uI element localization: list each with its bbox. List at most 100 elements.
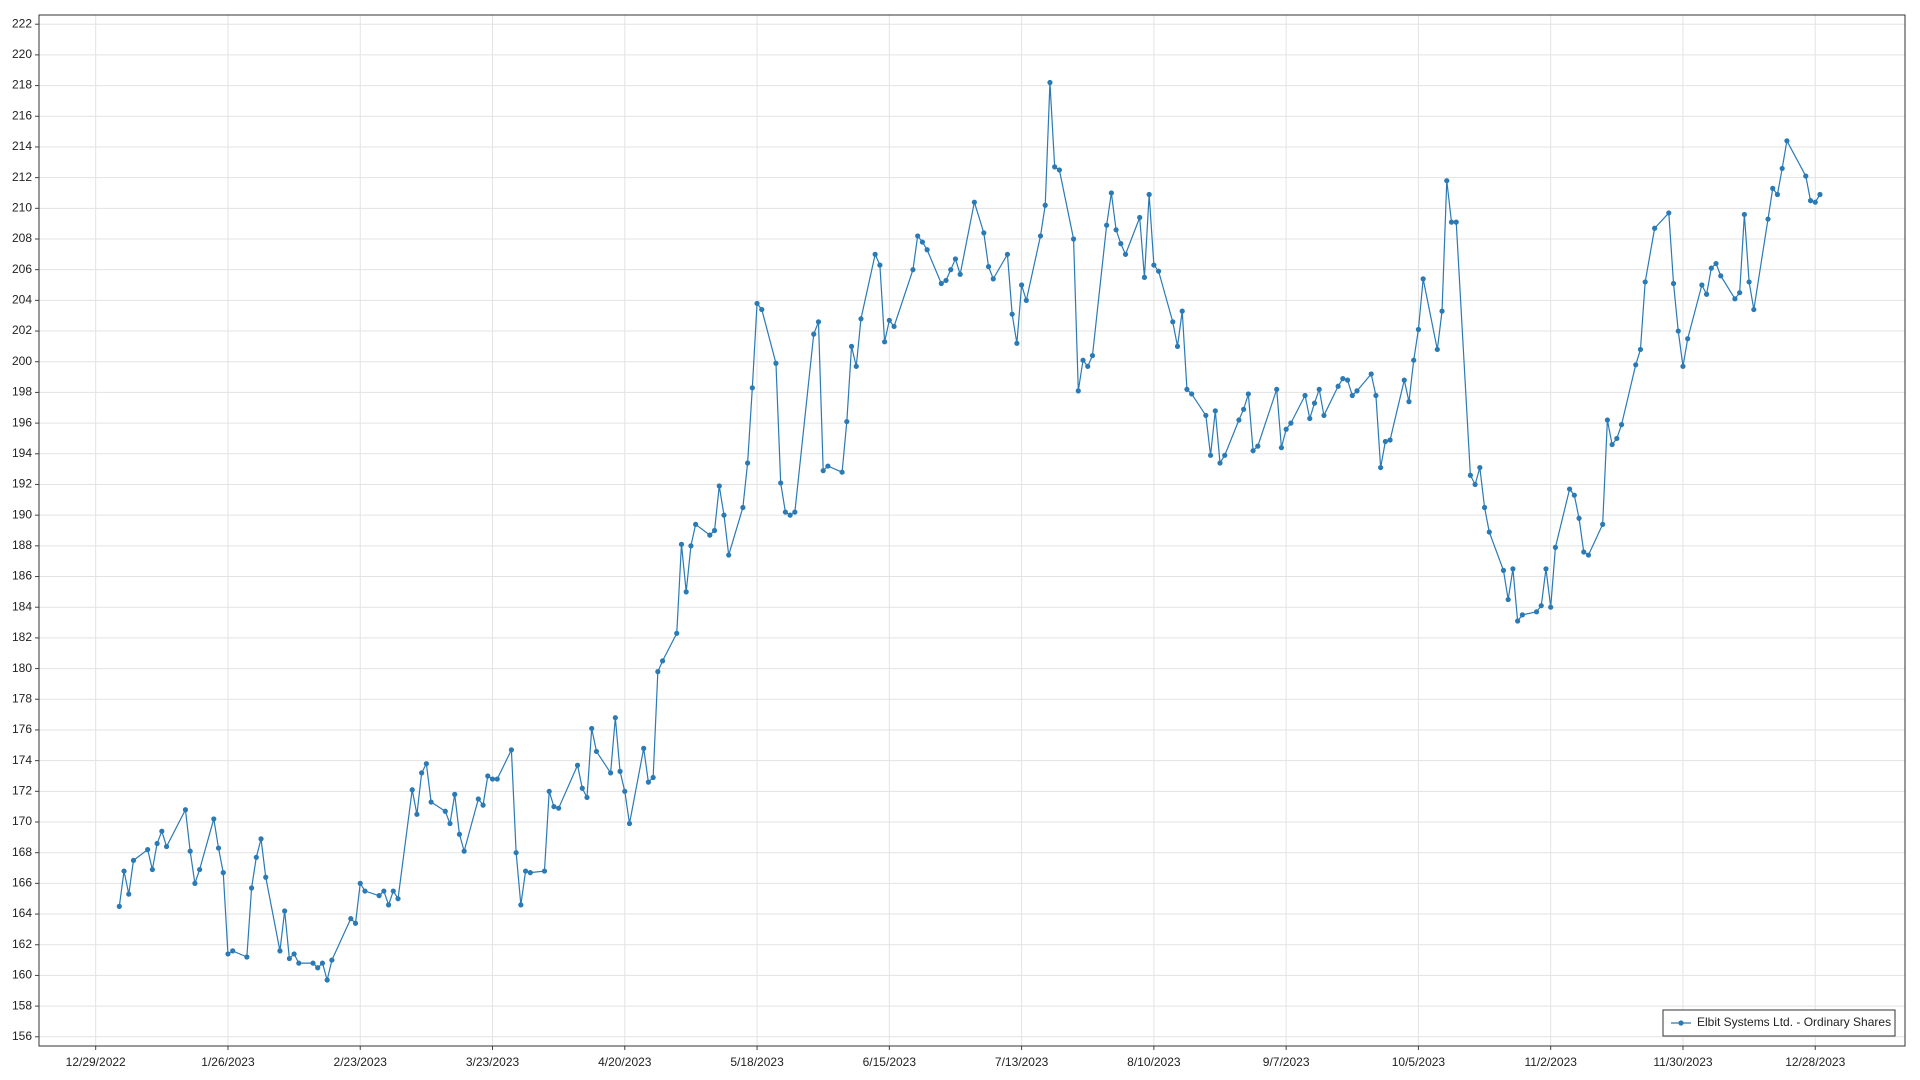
data-point bbox=[924, 247, 930, 253]
data-point bbox=[494, 776, 500, 782]
data-point bbox=[447, 820, 453, 827]
data-point bbox=[357, 880, 363, 886]
data-point bbox=[608, 770, 614, 776]
data-point bbox=[707, 532, 713, 538]
data-point bbox=[1023, 297, 1029, 303]
data-point bbox=[315, 965, 321, 971]
data-point bbox=[475, 796, 481, 802]
y-tick-label: 220 bbox=[12, 47, 32, 61]
y-tick-label: 212 bbox=[12, 170, 32, 184]
y-tick-label: 168 bbox=[12, 845, 32, 859]
data-point bbox=[1170, 319, 1176, 325]
data-point bbox=[442, 808, 448, 814]
data-point bbox=[1803, 173, 1809, 179]
data-point bbox=[693, 521, 699, 527]
legend-label: Elbit Systems Ltd. - Ordinary Shares bbox=[1697, 1015, 1891, 1029]
data-point bbox=[1737, 290, 1743, 296]
data-point bbox=[1453, 219, 1459, 225]
data-point bbox=[291, 951, 297, 957]
data-point bbox=[1118, 240, 1124, 247]
data-point bbox=[1576, 515, 1582, 521]
data-point bbox=[1481, 504, 1488, 511]
data-point bbox=[1637, 346, 1644, 353]
data-point bbox=[622, 788, 628, 794]
y-tick-label: 180 bbox=[12, 661, 32, 675]
data-point bbox=[882, 339, 888, 345]
data-point bbox=[1434, 346, 1440, 353]
data-point bbox=[1585, 552, 1592, 558]
data-point bbox=[645, 779, 652, 785]
data-point bbox=[527, 870, 533, 876]
data-point bbox=[324, 977, 330, 983]
data-point bbox=[1774, 191, 1781, 198]
data-point bbox=[612, 715, 618, 721]
data-point bbox=[508, 747, 515, 753]
data-point bbox=[1283, 426, 1289, 432]
y-tick-label: 188 bbox=[12, 538, 32, 552]
data-point bbox=[792, 509, 798, 515]
data-point bbox=[1156, 268, 1162, 274]
data-point bbox=[1533, 609, 1540, 615]
y-tick-label: 190 bbox=[12, 507, 32, 521]
data-point bbox=[787, 512, 793, 518]
data-point bbox=[244, 954, 250, 960]
y-tick-label: 204 bbox=[12, 293, 32, 307]
data-point bbox=[820, 468, 826, 474]
data-point bbox=[1047, 79, 1053, 86]
y-tick-label: 170 bbox=[12, 814, 32, 828]
data-point bbox=[778, 480, 784, 486]
data-point bbox=[1472, 481, 1478, 488]
data-point bbox=[253, 854, 259, 860]
x-tick-label: 2/23/2023 bbox=[334, 1055, 388, 1069]
data-point bbox=[1505, 596, 1511, 603]
data-point bbox=[1207, 452, 1214, 458]
data-point bbox=[182, 807, 189, 813]
data-point bbox=[1618, 422, 1625, 428]
data-point bbox=[1751, 306, 1757, 313]
data-point bbox=[1538, 603, 1544, 609]
data-point bbox=[258, 836, 264, 842]
data-point bbox=[872, 251, 878, 257]
data-point bbox=[1609, 441, 1615, 448]
data-point bbox=[1255, 443, 1261, 449]
data-point bbox=[1203, 412, 1209, 419]
data-point bbox=[981, 230, 987, 236]
y-tick-label: 198 bbox=[12, 385, 32, 399]
y-tick-label: 192 bbox=[12, 477, 32, 491]
data-point bbox=[551, 804, 557, 810]
data-point bbox=[1543, 566, 1549, 572]
data-point bbox=[1448, 219, 1455, 225]
data-point bbox=[1104, 222, 1110, 228]
data-point bbox=[848, 343, 855, 349]
x-tick-label: 7/13/2023 bbox=[995, 1055, 1049, 1069]
data-point bbox=[985, 264, 992, 270]
data-point bbox=[626, 820, 633, 827]
data-point bbox=[1812, 199, 1818, 205]
data-point bbox=[1633, 362, 1639, 368]
data-point bbox=[641, 745, 647, 751]
x-tick-label: 4/20/2023 bbox=[598, 1055, 652, 1069]
data-point bbox=[1089, 352, 1096, 359]
data-point bbox=[1415, 326, 1422, 333]
data-point bbox=[1439, 308, 1445, 314]
data-point bbox=[584, 794, 590, 801]
data-point bbox=[1604, 417, 1610, 423]
data-point bbox=[915, 233, 921, 239]
y-tick-label: 214 bbox=[12, 139, 32, 153]
data-point bbox=[659, 658, 666, 664]
data-point bbox=[1373, 392, 1379, 399]
data-point bbox=[1477, 464, 1483, 471]
data-point bbox=[1600, 521, 1606, 527]
data-point bbox=[716, 483, 722, 489]
data-point bbox=[1444, 178, 1450, 184]
data-point bbox=[1004, 251, 1011, 257]
data-point bbox=[1382, 438, 1388, 445]
data-point bbox=[910, 267, 916, 273]
data-point bbox=[589, 725, 595, 732]
data-point bbox=[1288, 420, 1294, 426]
plot-frame bbox=[38, 14, 1906, 1047]
data-point bbox=[1708, 265, 1714, 271]
data-point bbox=[1779, 165, 1785, 172]
data-point bbox=[282, 908, 288, 914]
